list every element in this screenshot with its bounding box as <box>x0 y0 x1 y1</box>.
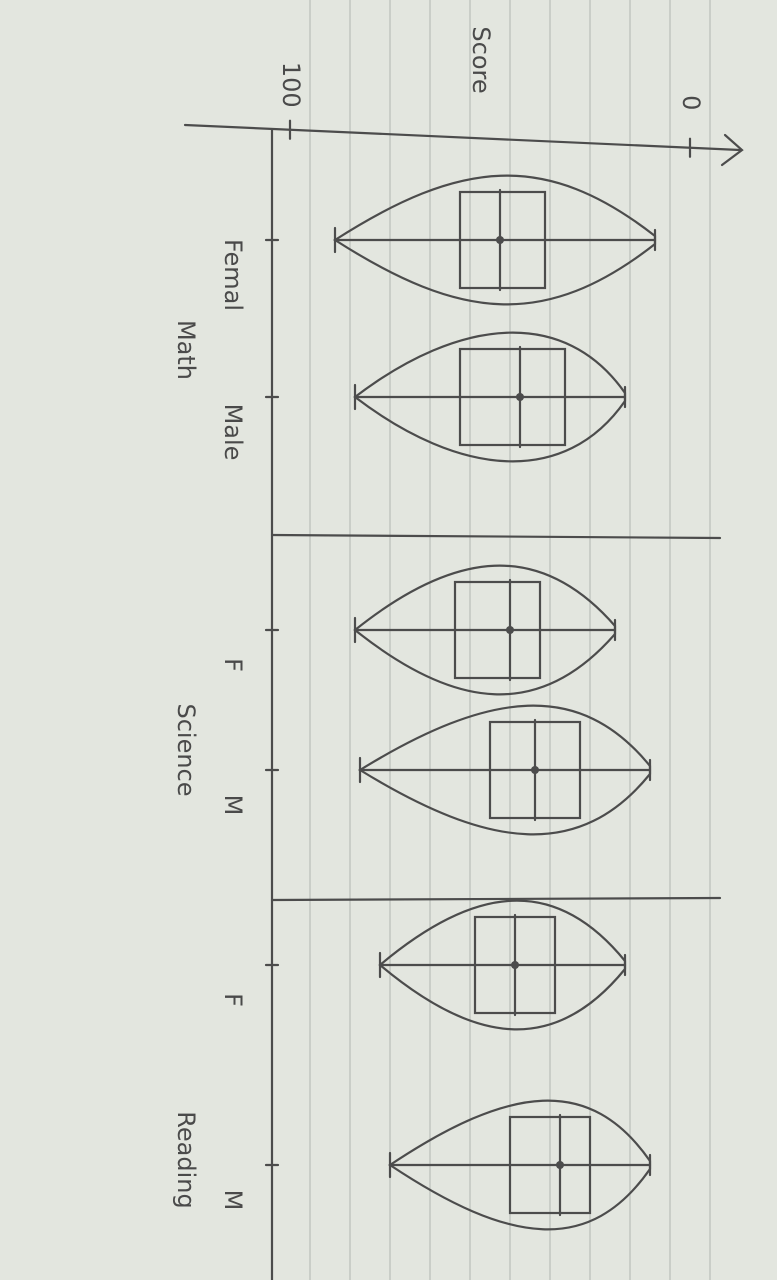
axes <box>183 123 744 1280</box>
y-tick-label: 100 <box>277 62 305 108</box>
group-label: Math <box>172 320 200 380</box>
median-dot <box>531 766 539 774</box>
group-label: Reading <box>172 1111 200 1208</box>
x-tick-label: M <box>219 1190 247 1211</box>
x-tick-label: Femal <box>219 239 247 311</box>
median-dot <box>516 393 524 401</box>
y-tick-label: 0 <box>677 95 705 110</box>
x-tick-label: F <box>219 658 247 672</box>
median-dot <box>511 961 519 969</box>
median-dot <box>506 626 514 634</box>
x-tick-label: F <box>219 993 247 1007</box>
median-dot <box>496 236 504 244</box>
box <box>508 1115 592 1215</box>
axis-title: Score <box>467 26 495 93</box>
median-dot <box>556 1161 564 1169</box>
x-tick-label: M <box>219 795 247 816</box>
x-tick-label: Male <box>219 404 247 461</box>
box <box>453 580 542 680</box>
box <box>458 190 547 290</box>
group-label: Science <box>172 703 200 796</box>
box <box>458 347 567 447</box>
